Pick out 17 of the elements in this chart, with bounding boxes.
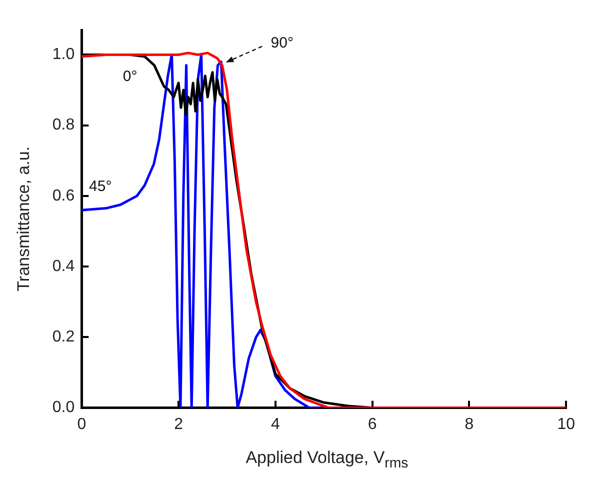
x-tick-label: 4 [270,416,280,433]
x-tick-label: 8 [464,416,474,433]
y-tick-label: 0.6 [52,187,75,204]
x-tick-label: 6 [368,416,377,433]
y-tick-label: 0.0 [52,399,75,416]
text: 90° [270,34,294,52]
y-axis-title: Transmittance, a.u. [14,146,33,292]
x-tick-label: 0 [77,416,86,433]
series-label: 0° [122,68,138,85]
x-axis-title: Applied Voltage, V$_{rms}$ [244,448,410,472]
y-tick-label: 0.4 [52,258,75,275]
series-label: 45° [89,178,112,195]
y-tick-label: 1.0 [52,46,75,64]
y-tick-label: 0.2 [52,328,75,346]
y-tick-label: 0.8 [52,116,75,134]
x-tick-label: 2 [174,416,184,433]
x-tick-label: 10 [557,416,576,433]
